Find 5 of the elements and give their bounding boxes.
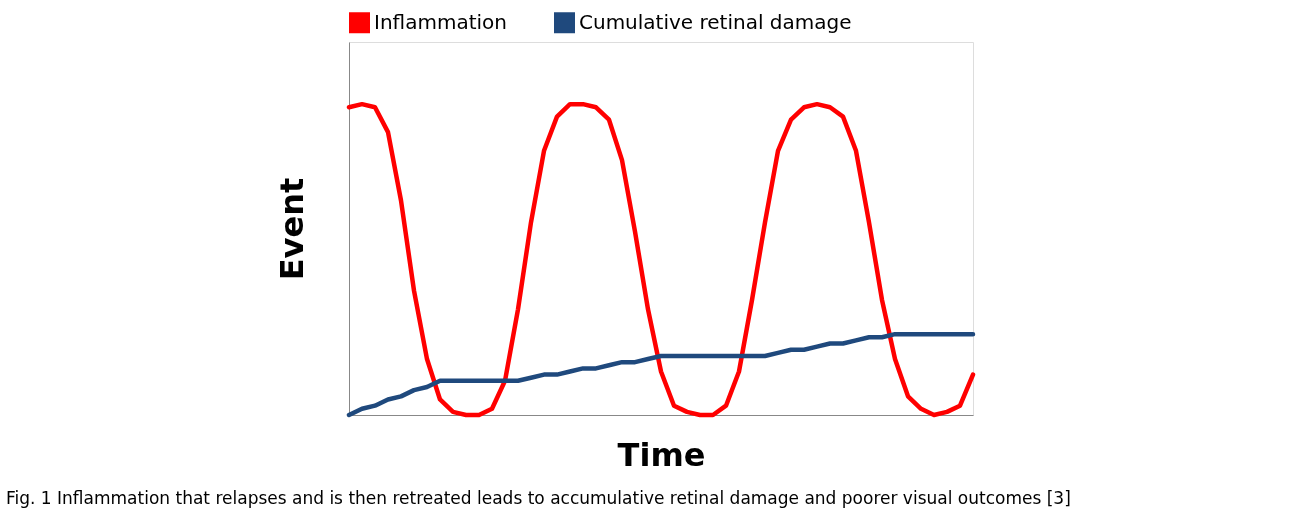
y-axis-title: Event: [272, 177, 311, 281]
legend-label: Inflammation: [374, 9, 507, 34]
x-axis-title: Time: [617, 435, 706, 474]
legend-label: Cumulative retinal damage: [579, 9, 852, 34]
caption: Fig. 1 Inflammation that relapses and is then retreated leads to accumulative retinal damage and poorer visual outcomes [3]: [6, 488, 1071, 508]
